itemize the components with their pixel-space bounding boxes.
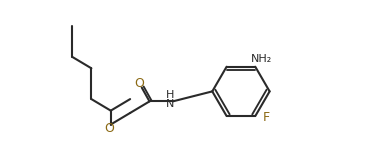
Text: O: O xyxy=(135,77,144,90)
Text: O: O xyxy=(104,122,114,135)
Text: NH₂: NH₂ xyxy=(251,54,272,64)
Text: N: N xyxy=(165,99,174,109)
Text: H: H xyxy=(165,90,174,100)
Text: F: F xyxy=(262,111,270,124)
